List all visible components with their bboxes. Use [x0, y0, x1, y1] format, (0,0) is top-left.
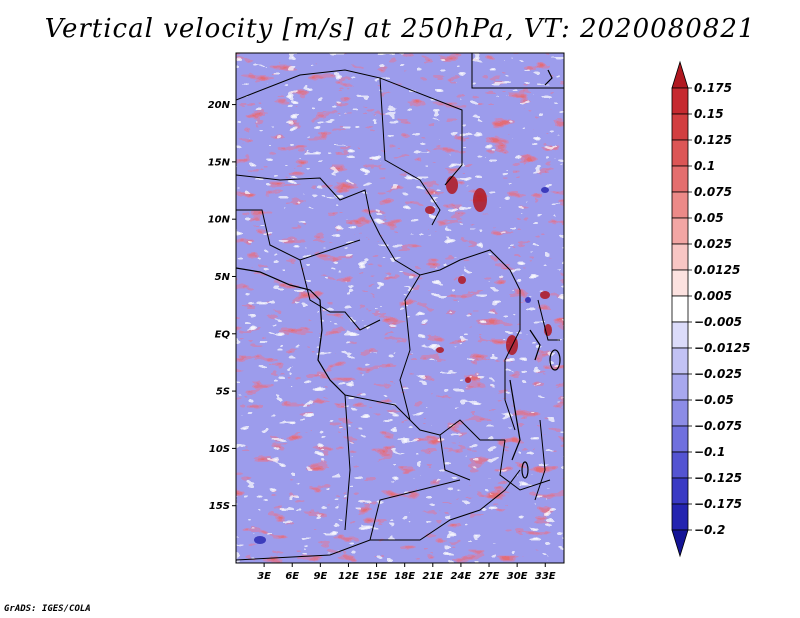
- colorbar-label: −0.025: [694, 367, 742, 381]
- lat-tick-label: 5N: [215, 272, 231, 283]
- colorbar-swatch: [671, 477, 689, 505]
- latitude-axis: 20N 15N 10N 5N EQ 5S 10S 15S: [208, 100, 236, 512]
- lon-tick-label: 6E: [285, 571, 299, 582]
- country-borders: [236, 53, 564, 561]
- colorbar-swatch: [671, 269, 689, 297]
- strong-ascent-cells: [425, 176, 552, 383]
- lat-tick-label: 15S: [209, 501, 230, 512]
- colorbar-swatch: [671, 295, 689, 323]
- colorbar-swatch: [671, 87, 689, 115]
- lon-tick-label: 9E: [313, 571, 327, 582]
- colorbar-swatch: [671, 503, 689, 531]
- lon-tick-label: 21E: [422, 571, 443, 582]
- velocity-field: [236, 53, 564, 563]
- lon-tick-label: 15E: [366, 571, 387, 582]
- colorbar-label: −0.125: [694, 471, 742, 485]
- colorbar-label: 0.125: [694, 133, 732, 147]
- colorbar-label: −0.05: [694, 393, 734, 407]
- colorbar-swatch: [671, 217, 689, 245]
- colorbar-swatch: [671, 399, 689, 427]
- colorbar-swatch: [671, 113, 689, 141]
- colorbar-label: 0.175: [694, 81, 732, 95]
- colorbar-label: 0.1: [694, 159, 715, 173]
- map-title: Vertical velocity [m/s] at 250hPa, VT: 2…: [44, 14, 756, 44]
- colorbar-swatch: [671, 139, 689, 167]
- colorbar-label: −0.075: [694, 419, 742, 433]
- longitude-axis: 3E 6E 9E 12E 15E 18E 21E 24E 27E 30E 33E: [257, 563, 556, 582]
- colorbar-label: 0.0125: [694, 263, 740, 277]
- colorbar-swatch: [671, 373, 689, 401]
- lat-tick-label: 10S: [209, 444, 230, 455]
- lat-tick-label: 15N: [208, 157, 231, 168]
- lat-tick-label: 10N: [208, 215, 231, 226]
- colorbar: 0.175 0.15 0.125 0.1 0.075 0.05 0.025 0.0125 0.0…: [671, 60, 750, 558]
- colorbar-label: −0.2: [694, 523, 725, 537]
- colorbar-swatch: [671, 243, 689, 271]
- colorbar-swatch: [671, 165, 689, 193]
- colorbar-swatch: [671, 347, 689, 375]
- colorbar-label: −0.1: [694, 445, 725, 459]
- colorbar-swatch: [671, 425, 689, 453]
- colorbar-label: −0.0125: [694, 341, 750, 355]
- lon-tick-label: 3E: [257, 571, 271, 582]
- lon-tick-label: 33E: [535, 571, 556, 582]
- lat-tick-label: 5S: [216, 387, 230, 398]
- grads-credit: GrADS: IGES/COLA: [4, 604, 91, 614]
- colorbar-label: 0.025: [694, 237, 732, 251]
- lon-tick-label: 30E: [507, 571, 528, 582]
- colorbar-swatch: [671, 321, 689, 349]
- colorbar-swatch: [671, 191, 689, 219]
- colorbar-label: −0.005: [694, 315, 742, 329]
- colorbar-label: 0.075: [694, 185, 732, 199]
- lon-tick-label: 18E: [394, 571, 415, 582]
- lat-tick-label: 20N: [208, 100, 231, 111]
- colorbar-swatch: [671, 60, 689, 89]
- colorbar-label: −0.175: [694, 497, 742, 511]
- colorbar-label: 0.005: [694, 289, 732, 303]
- colorbar-swatch: [671, 529, 689, 558]
- lat-tick-label: EQ: [215, 329, 231, 340]
- lon-tick-label: 12E: [338, 571, 359, 582]
- colorbar-swatch: [671, 451, 689, 479]
- map-frame: [235, 52, 565, 564]
- colorbar-label: 0.05: [694, 211, 724, 225]
- lon-tick-label: 27E: [479, 571, 500, 582]
- coastlines: [236, 69, 561, 479]
- strong-descent-cells: [254, 187, 549, 544]
- lon-tick-label: 24E: [451, 571, 472, 582]
- colorbar-label: 0.15: [694, 107, 724, 121]
